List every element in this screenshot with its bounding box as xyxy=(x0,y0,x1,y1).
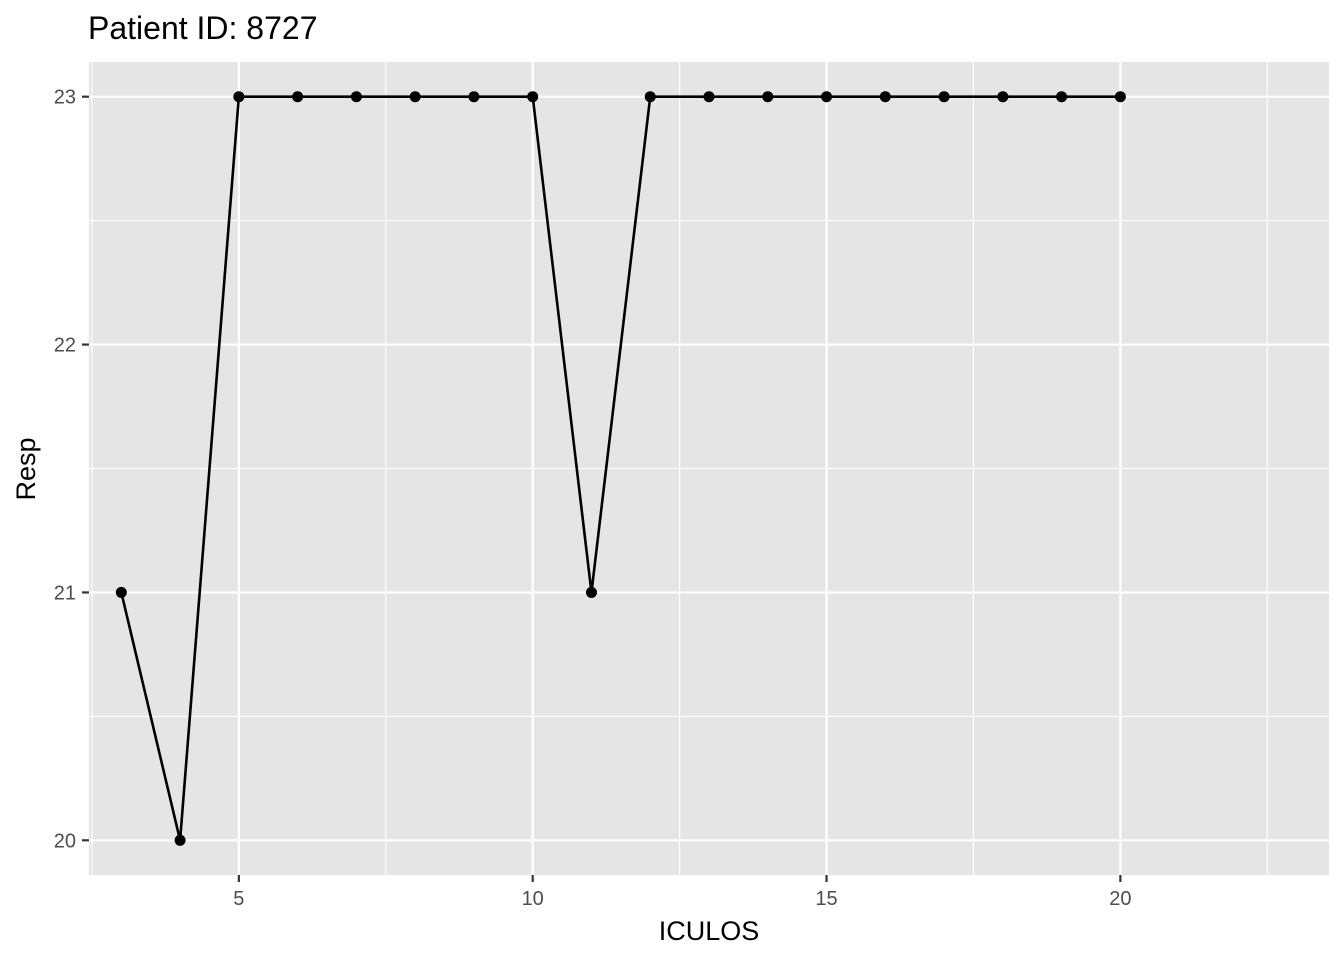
data-point xyxy=(527,91,539,103)
y-tick-label: 20 xyxy=(54,830,76,852)
y-tick-label: 21 xyxy=(54,582,76,604)
data-point xyxy=(821,91,833,103)
data-point xyxy=(292,91,304,103)
data-point xyxy=(350,91,362,103)
y-axis-title: Resp xyxy=(11,437,41,500)
data-point xyxy=(997,91,1009,103)
data-point xyxy=(879,91,891,103)
data-point xyxy=(644,91,656,103)
x-tick-label: 5 xyxy=(233,888,244,910)
data-point xyxy=(938,91,950,103)
data-point xyxy=(1056,91,1068,103)
data-point xyxy=(233,91,245,103)
data-point xyxy=(174,834,186,846)
chart-title: Patient ID: 8727 xyxy=(88,10,317,46)
x-tick-label: 20 xyxy=(1109,888,1131,910)
data-point xyxy=(762,91,774,103)
series-group xyxy=(115,91,1126,846)
axes-group: 5 10 15 20 20 21 22 23 xyxy=(54,87,1132,910)
data-point xyxy=(703,91,715,103)
data-point xyxy=(468,91,480,103)
y-tick-label: 23 xyxy=(54,87,76,109)
x-tick-label: 10 xyxy=(522,888,544,910)
data-point xyxy=(409,91,421,103)
data-point xyxy=(115,586,127,598)
minor-gridlines xyxy=(89,62,1329,875)
x-tick-label: 15 xyxy=(815,888,837,910)
data-point xyxy=(1114,91,1126,103)
data-point xyxy=(585,586,597,598)
y-tick-label: 22 xyxy=(54,335,76,357)
series-line xyxy=(120,95,1121,842)
x-axis-title: ICULOS xyxy=(659,916,760,946)
